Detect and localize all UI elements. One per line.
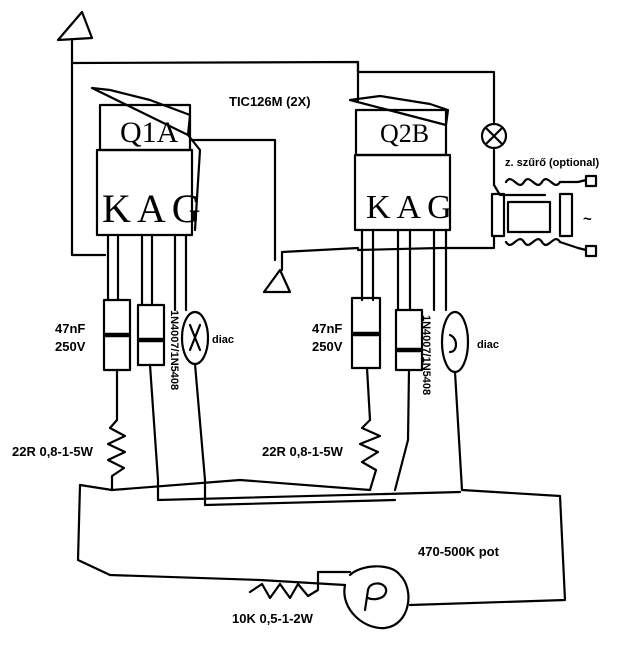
resistor-b — [358, 418, 382, 492]
ground-symbol-center — [262, 246, 360, 294]
triac-a-gate-bus — [188, 138, 277, 262]
ac-symbol: ~ — [583, 211, 592, 228]
triac-a-pins: KAG — [102, 186, 207, 231]
diac-a — [180, 310, 210, 482]
filter-label: z. szűrő (optional) — [505, 157, 599, 169]
triac-b-legs — [360, 228, 448, 312]
filter-component — [356, 174, 598, 258]
top-bus-wire — [70, 60, 496, 187]
res-a-label: 22R 0,8-1-5W — [12, 444, 94, 459]
triac-title-label: TIC126M (2X) — [229, 94, 311, 109]
potentiometer — [343, 565, 410, 630]
diac-b-label: diac — [477, 339, 499, 351]
cap-a-voltage: 250V — [55, 339, 86, 354]
diode-b-label: 1N4007/1N5408 — [420, 315, 432, 395]
pot-label: 470-500K pot — [418, 544, 500, 559]
cap-b-value: 47nF — [312, 321, 342, 336]
bottom-bus-wires — [76, 478, 567, 607]
res-b-label: 22R 0,8-1-5W — [262, 444, 344, 459]
diode-a-label: 1N4007/1N5408 — [168, 310, 180, 390]
triac-b-name: Q2B — [380, 119, 429, 148]
res-10k-label: 10K 0,5-1-2W — [232, 611, 314, 626]
resistor-a — [106, 418, 127, 492]
capacitor-a — [102, 298, 132, 422]
diac-a-label: diac — [212, 334, 234, 346]
cap-a-value: 47nF — [55, 321, 85, 336]
diode-a — [136, 303, 166, 482]
diode-b — [393, 308, 424, 492]
triac-b-package — [348, 94, 452, 232]
resistor-10k — [248, 570, 352, 600]
triac-a-name: Q1A — [120, 116, 179, 149]
lamp-symbol — [480, 122, 508, 150]
capacitor-b — [350, 296, 382, 422]
diac-b — [440, 310, 470, 492]
triac-a-legs — [106, 233, 188, 312]
ground-symbol-top-left — [56, 10, 107, 257]
cap-b-voltage: 250V — [312, 339, 343, 354]
triac-b-pins: KAG — [366, 189, 458, 226]
pot-letter: P — [362, 603, 363, 605]
